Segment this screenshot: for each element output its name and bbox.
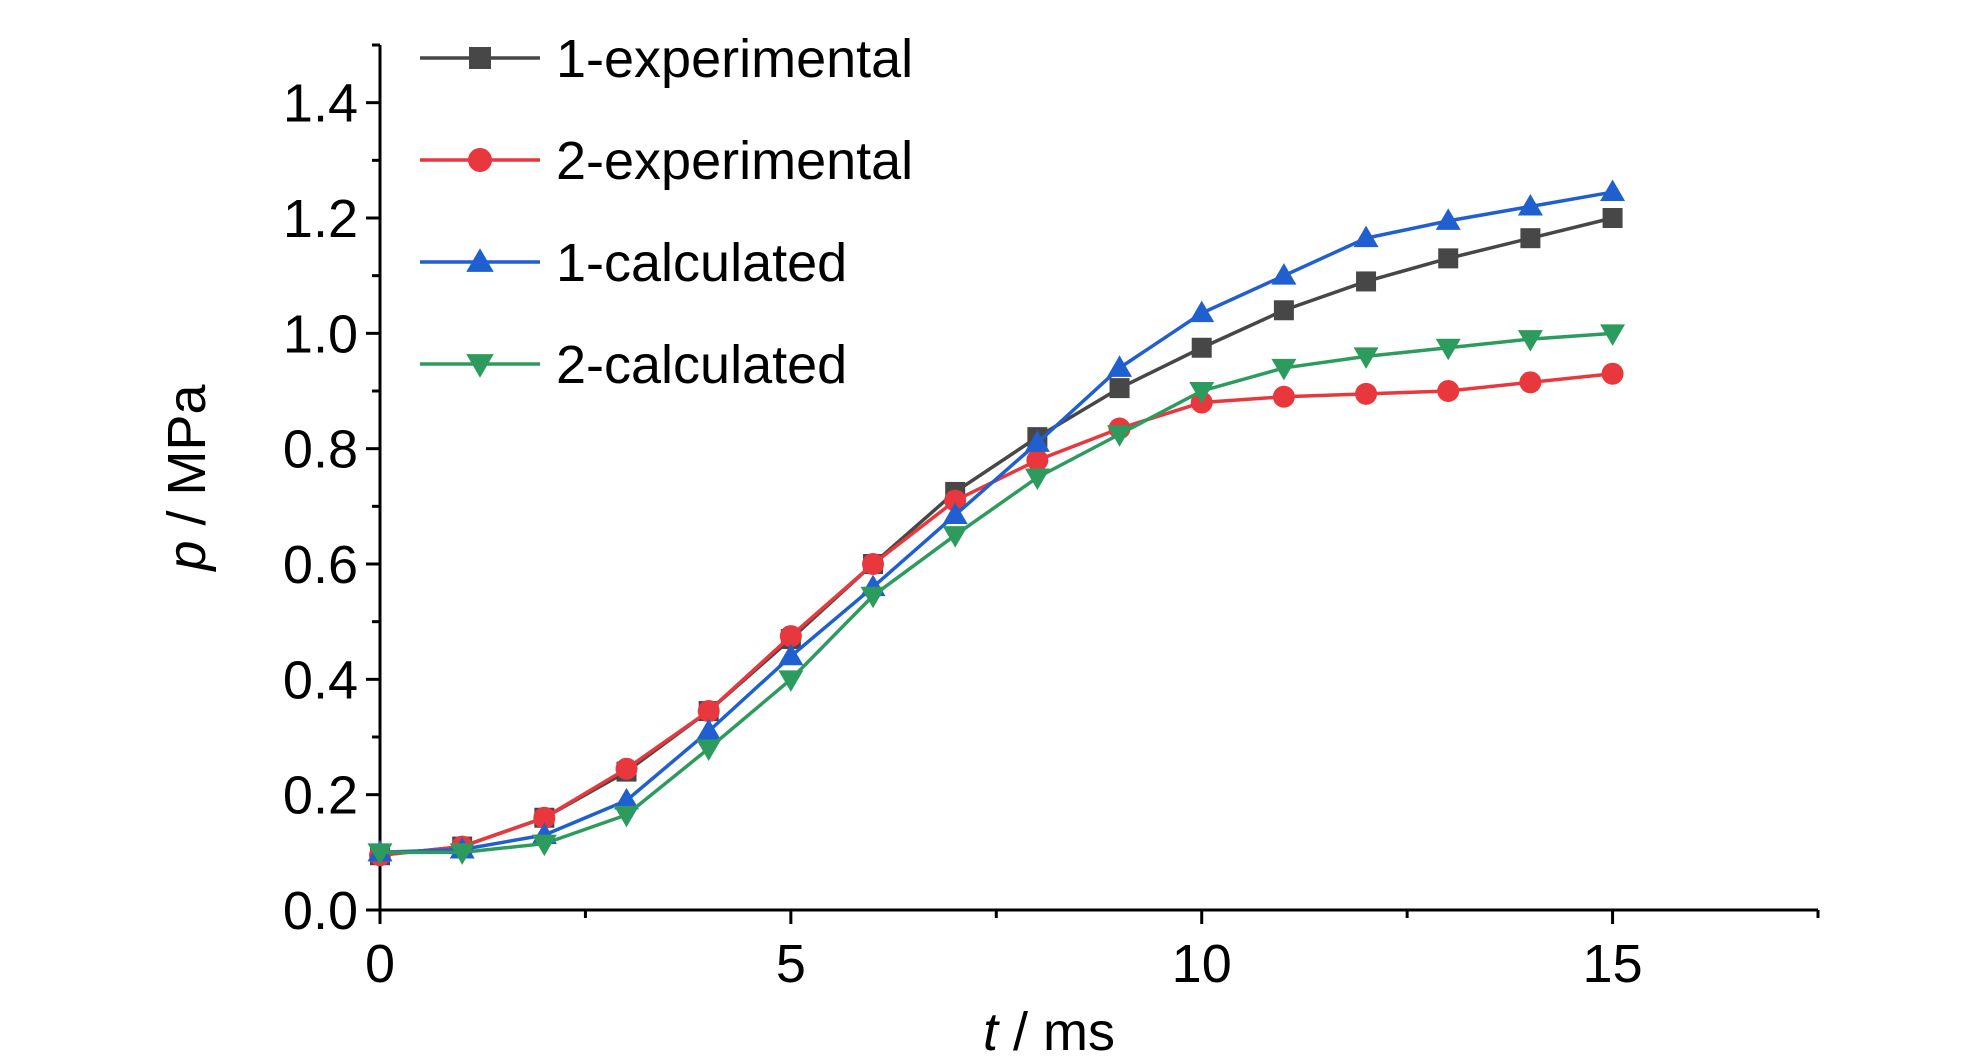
data-point (697, 700, 720, 723)
data-point (778, 643, 804, 666)
legend-marker (469, 47, 491, 69)
data-point (944, 489, 967, 512)
series-line (379, 216, 1613, 857)
x-axis-variable: t (983, 1002, 1000, 1062)
y-axis-ticks: 0.0 0.2 0.4 0.6 0.8 1.0 1.2 1.4 (283, 43, 380, 941)
data-point (1107, 355, 1133, 377)
data-point (1024, 430, 1050, 452)
y-tick-label: 1.0 (283, 304, 358, 364)
legend-item: 1-experimental (420, 29, 913, 89)
data-point (1600, 179, 1626, 202)
x-axis-unit: / ms (998, 1002, 1115, 1062)
data-point (1191, 337, 1212, 358)
y-tick-label: 0.4 (283, 650, 358, 710)
data-point (1435, 208, 1461, 230)
data-point (367, 843, 393, 865)
data-point (1189, 300, 1215, 323)
y-tick-label: 1.2 (283, 189, 358, 249)
legend-label: 1-experimental (556, 29, 913, 89)
legend-marker (466, 354, 494, 378)
y-tick-label: 0.8 (283, 420, 358, 480)
legend-label: 2-calculated (556, 335, 847, 395)
legend: 1-experimental 2-experimental 1-calculated… (420, 29, 913, 395)
legend-item: 2-calculated (420, 335, 847, 395)
x-tick-label: 0 (365, 934, 395, 994)
data-point (696, 739, 722, 762)
data-point (862, 553, 885, 575)
legend-label: 1-calculated (556, 233, 847, 293)
data-point (778, 670, 804, 692)
data-point (1024, 468, 1050, 490)
data-point (1107, 425, 1133, 447)
data-point (1520, 228, 1541, 249)
data-point (1601, 362, 1624, 385)
x-tick-label: 10 (1172, 934, 1232, 994)
plot-series (367, 179, 1626, 867)
legend-label: 2-experimental (556, 131, 913, 191)
y-tick-label: 0.0 (283, 881, 358, 941)
legend-marker (468, 148, 492, 172)
legend-item: 2-experimental (420, 131, 913, 191)
series-line (379, 371, 1613, 857)
data-point (1355, 382, 1378, 405)
data-point (696, 718, 722, 741)
data-point (615, 757, 638, 780)
data-point (1519, 371, 1542, 394)
data-point (1189, 382, 1215, 404)
data-point (614, 787, 640, 810)
data-point (533, 806, 556, 829)
data-point (1600, 324, 1626, 346)
series-line (379, 190, 1613, 855)
data-point (942, 526, 968, 548)
axes: 0.0 0.2 0.4 0.6 0.8 1.0 1.2 1.4 0 5 10 15 (283, 43, 1820, 994)
data-point (1353, 347, 1379, 369)
data-point (1437, 380, 1460, 402)
x-tick-label: 15 (1583, 934, 1643, 994)
x-tick-label: 5 (776, 934, 806, 994)
data-point (1602, 208, 1623, 228)
data-point (1109, 378, 1130, 399)
y-tick-label: 0.2 (283, 766, 358, 826)
x-axis-title: t / ms (983, 1002, 1115, 1062)
y-tick-label: 1.4 (283, 74, 358, 134)
data-point (449, 843, 475, 865)
data-point (779, 625, 802, 648)
data-point (1272, 385, 1295, 408)
y-axis-variable: p (157, 541, 217, 573)
y-axis-unit: / MPa (157, 383, 217, 540)
legend-item: 1-calculated (420, 233, 847, 293)
data-point (531, 834, 557, 857)
data-point (1435, 338, 1461, 361)
data-point (1356, 271, 1377, 292)
data-point (942, 502, 968, 524)
series-2 (369, 362, 1624, 867)
data-point (1353, 225, 1379, 248)
data-point (614, 805, 640, 828)
data-point (1273, 300, 1294, 321)
data-point (1026, 449, 1049, 472)
legend-marker (466, 248, 494, 272)
data-point (1271, 358, 1297, 381)
data-point (860, 586, 886, 609)
data-point (1438, 248, 1459, 269)
series-1 (370, 208, 1623, 866)
y-tick-label: 0.6 (283, 535, 358, 595)
series-line (380, 331, 1613, 855)
data-point (1517, 330, 1543, 352)
data-point (1517, 193, 1543, 216)
x-axis-ticks: 0 5 10 15 (365, 910, 1820, 994)
y-axis-title: p / MPa (157, 383, 217, 572)
series-4 (367, 324, 1626, 865)
data-point (1271, 263, 1297, 285)
